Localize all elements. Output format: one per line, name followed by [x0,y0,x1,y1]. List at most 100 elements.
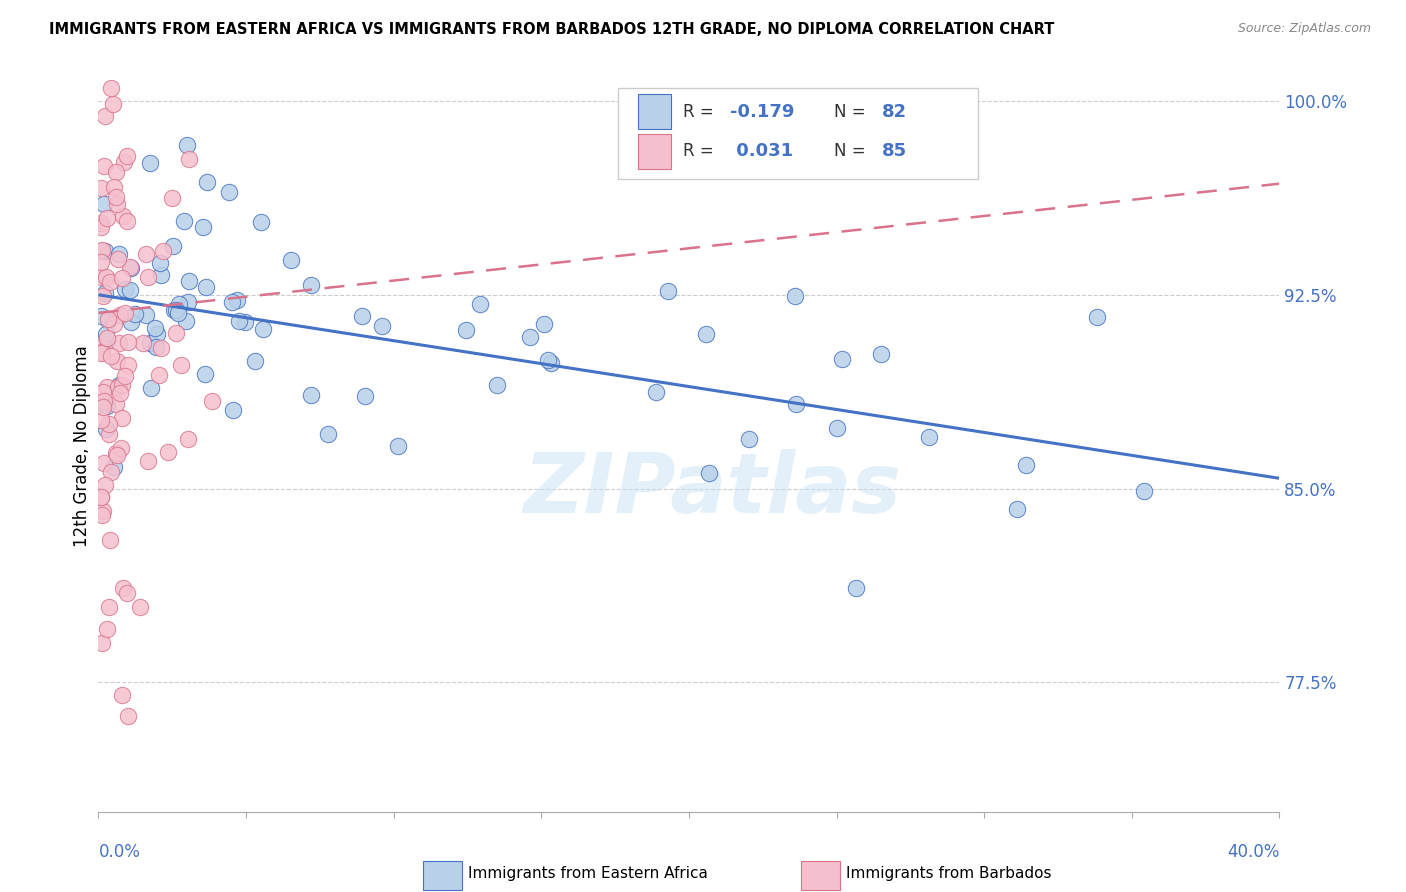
Point [97,312,120,326]
Point [105,354,128,368]
Point [454,323,477,337]
Point [111,411,134,425]
Point [194,368,217,382]
Point [124,306,146,320]
Point [143,321,166,335]
Point [141,381,163,395]
Point [536,353,558,368]
Point [97,312,120,326]
Point [177,433,200,447]
Point [90,399,112,413]
Point [120,283,142,297]
Point [90,508,112,523]
Point [110,308,132,322]
Point [114,306,136,320]
Point [91,289,114,303]
Text: -0.179: -0.179 [730,103,794,120]
Point [117,358,139,372]
Point [91,504,114,518]
Point [117,334,139,349]
Point [90,244,112,258]
Point [221,295,243,310]
Point [110,271,132,285]
Point [785,396,807,410]
Point [90,344,112,359]
Point [149,268,172,282]
Point [90,346,112,360]
Point [176,294,198,309]
Point [93,109,115,123]
Point [174,314,197,328]
Point [100,349,122,363]
Point [194,280,217,294]
Point [146,326,169,341]
Point [299,388,322,402]
Point [93,394,115,409]
Point [167,297,190,311]
Point [117,709,139,723]
Point [1133,483,1156,498]
Point [103,180,125,194]
Point [370,318,392,333]
Point [111,689,134,703]
Point [96,380,118,394]
Point [252,322,274,336]
Point [111,377,134,392]
Point [112,581,135,595]
Point [108,247,131,261]
Point [226,293,249,307]
Point [104,445,127,459]
Point [100,465,122,479]
Point [645,385,668,400]
Point [96,331,118,345]
Point [93,456,115,470]
Point [103,459,125,474]
Point [97,427,120,442]
Point [90,254,112,268]
Point [533,317,555,331]
Point [90,335,112,350]
Point [94,286,117,301]
Point [176,138,198,153]
Point [869,346,891,360]
Point [165,326,187,340]
Point [132,335,155,350]
Point [105,197,128,211]
Text: IMMIGRANTS FROM EASTERN AFRICA VS IMMIGRANTS FROM BARBADOS 12TH GRADE, NO DIPLOM: IMMIGRANTS FROM EASTERN AFRICA VS IMMIGR… [49,22,1054,37]
Point [170,358,193,372]
Point [98,533,121,547]
Point [201,394,224,409]
Point [173,213,195,227]
FancyBboxPatch shape [423,861,463,890]
Point [114,282,136,296]
Point [96,623,118,637]
Point [104,165,127,179]
Point [107,252,129,266]
Point [135,308,157,322]
FancyBboxPatch shape [638,134,671,169]
Point [738,432,761,446]
Text: Immigrants from Barbados: Immigrants from Barbados [846,866,1052,881]
Point [1015,458,1038,473]
Point [316,426,339,441]
Point [98,599,121,614]
Point [845,581,868,595]
FancyBboxPatch shape [619,87,979,179]
Y-axis label: 12th Grade, No Diploma: 12th Grade, No Diploma [73,345,91,547]
Text: 82: 82 [882,103,907,120]
Point [98,417,121,432]
Text: 85: 85 [882,142,907,161]
Point [114,369,136,384]
Point [114,154,136,169]
Text: Source: ZipAtlas.com: Source: ZipAtlas.com [1237,22,1371,36]
Point [90,413,112,427]
Point [90,491,112,505]
Point [299,277,322,292]
Text: R =: R = [683,142,718,161]
Point [90,216,112,230]
Point [166,306,188,320]
Point [218,186,240,200]
Text: Immigrants from Eastern Africa: Immigrants from Eastern Africa [468,866,709,881]
Point [918,430,941,444]
Point [353,389,375,403]
